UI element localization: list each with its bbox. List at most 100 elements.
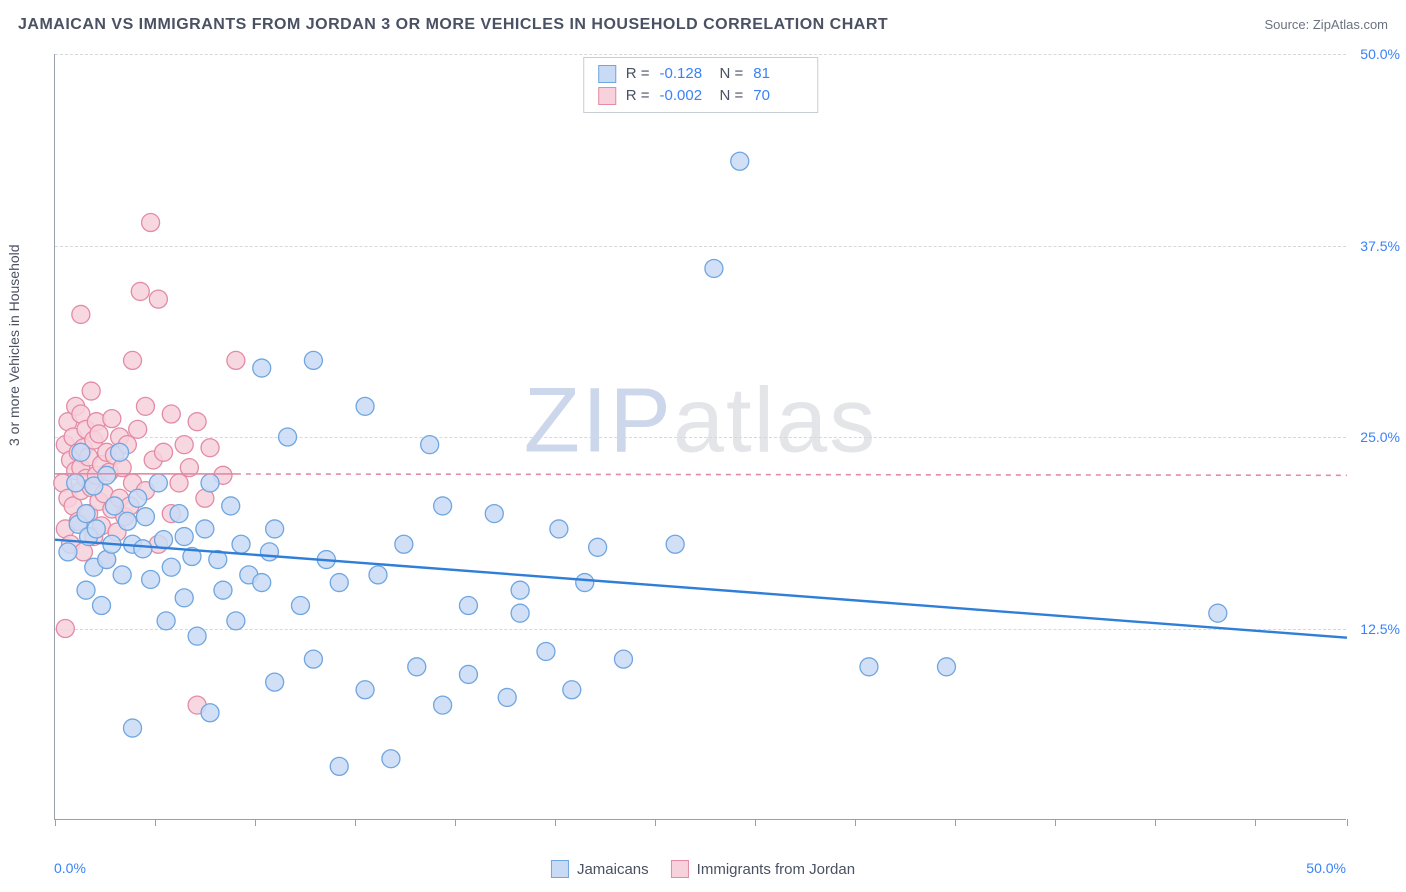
scatter-point	[149, 290, 167, 308]
scatter-point	[155, 531, 173, 549]
scatter-point	[279, 428, 297, 446]
scatter-point	[188, 413, 206, 431]
scatter-point	[614, 650, 632, 668]
scatter-point	[111, 443, 129, 461]
scatter-point	[142, 214, 160, 232]
x-tick	[555, 819, 556, 826]
scatter-point	[196, 520, 214, 538]
scatter-point	[291, 597, 309, 615]
scatter-point	[304, 351, 322, 369]
x-tick	[455, 819, 456, 826]
scatter-point	[162, 405, 180, 423]
x-tick	[1155, 819, 1156, 826]
scatter-point	[136, 397, 154, 415]
chart-title: JAMAICAN VS IMMIGRANTS FROM JORDAN 3 OR …	[18, 16, 888, 34]
legend-label-2: Immigrants from Jordan	[697, 861, 855, 878]
x-tick	[755, 819, 756, 826]
scatter-point	[511, 604, 529, 622]
scatter-point	[860, 658, 878, 676]
scatter-point	[666, 535, 684, 553]
scatter-point	[576, 574, 594, 592]
scatter-point	[103, 410, 121, 428]
scatter-point	[511, 581, 529, 599]
scatter-point	[253, 359, 271, 377]
scatter-point	[227, 612, 245, 630]
x-axis-min-label: 0.0%	[54, 860, 86, 876]
scatter-point	[369, 566, 387, 584]
scatter-point	[98, 466, 116, 484]
n-label: N =	[720, 63, 744, 85]
n-value-1: 81	[753, 63, 803, 85]
scatter-point	[434, 696, 452, 714]
y-tick-label: 25.0%	[1350, 429, 1400, 445]
x-tick	[855, 819, 856, 826]
x-tick	[1055, 819, 1056, 826]
scatter-point	[304, 650, 322, 668]
x-tick	[655, 819, 656, 826]
scatter-point	[129, 489, 147, 507]
scatter-point	[113, 566, 131, 584]
n-value-2: 70	[753, 85, 803, 107]
scatter-point	[395, 535, 413, 553]
scatter-point	[330, 574, 348, 592]
scatter-point	[563, 681, 581, 699]
stats-row-1: R = -0.128 N = 81	[598, 63, 804, 85]
scatter-point	[87, 520, 105, 538]
scatter-point	[550, 520, 568, 538]
scatter-point	[188, 627, 206, 645]
scatter-point	[537, 642, 555, 660]
scatter-svg	[55, 54, 1346, 819]
scatter-point	[175, 589, 193, 607]
source-label: Source: ZipAtlas.com	[1264, 17, 1388, 32]
scatter-point	[124, 351, 142, 369]
scatter-point	[260, 543, 278, 561]
scatter-point	[253, 574, 271, 592]
scatter-point	[170, 474, 188, 492]
legend-item-1: Jamaicans	[551, 860, 649, 878]
scatter-point	[124, 719, 142, 737]
scatter-point	[485, 505, 503, 523]
swatch-series-1	[598, 65, 616, 83]
r-value-2: -0.002	[660, 85, 710, 107]
scatter-point	[136, 508, 154, 526]
scatter-point	[90, 425, 108, 443]
scatter-point	[731, 152, 749, 170]
scatter-point	[222, 497, 240, 515]
scatter-point	[77, 581, 95, 599]
x-axis-max-label: 50.0%	[1306, 860, 1346, 876]
scatter-point	[155, 443, 173, 461]
scatter-point	[105, 497, 123, 515]
scatter-point	[93, 597, 111, 615]
scatter-point	[175, 528, 193, 546]
scatter-point	[434, 497, 452, 515]
scatter-point	[59, 543, 77, 561]
scatter-point	[201, 439, 219, 457]
scatter-point	[214, 581, 232, 599]
scatter-point	[131, 282, 149, 300]
legend-item-2: Immigrants from Jordan	[671, 860, 855, 878]
scatter-point	[72, 443, 90, 461]
scatter-point	[589, 538, 607, 556]
x-tick	[1347, 819, 1348, 826]
scatter-point	[56, 620, 74, 638]
plot-area: ZIPatlas 12.5%25.0%37.5%50.0% R = -0.128…	[54, 54, 1346, 820]
scatter-point	[1209, 604, 1227, 622]
title-bar: JAMAICAN VS IMMIGRANTS FROM JORDAN 3 OR …	[18, 16, 1388, 34]
stats-box: R = -0.128 N = 81 R = -0.002 N = 70	[583, 57, 819, 113]
scatter-point	[72, 305, 90, 323]
scatter-point	[77, 505, 95, 523]
scatter-point	[408, 658, 426, 676]
scatter-point	[162, 558, 180, 576]
scatter-point	[382, 750, 400, 768]
n-label: N =	[720, 85, 744, 107]
scatter-point	[459, 665, 477, 683]
scatter-point	[149, 474, 167, 492]
scatter-point	[170, 505, 188, 523]
swatch-series-2	[598, 87, 616, 105]
trend-line-pink-dashed	[236, 474, 1347, 475]
stats-row-2: R = -0.002 N = 70	[598, 85, 804, 107]
scatter-point	[937, 658, 955, 676]
x-tick	[155, 819, 156, 826]
scatter-point	[330, 757, 348, 775]
x-tick	[55, 819, 56, 826]
